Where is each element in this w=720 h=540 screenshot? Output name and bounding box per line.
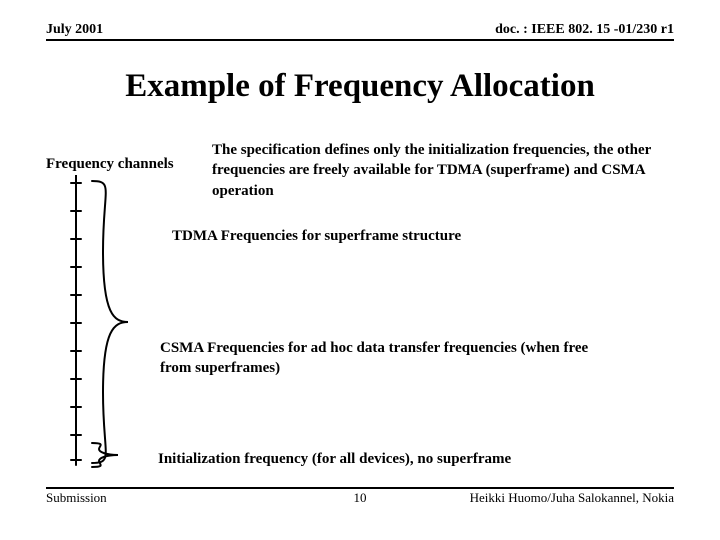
header-doc-number: doc. : IEEE 802. 15 -01/230 r1: [495, 22, 674, 38]
slide-title: Example of Frequency Allocation: [0, 68, 720, 105]
footer-author: Heikki Huomo/Juha Salokannel, Nokia: [470, 490, 674, 506]
slide-footer: Submission 10 Heikki Huomo/Juha Salokann…: [46, 487, 674, 506]
footer-left: Submission: [46, 490, 107, 506]
description-text: The specification defines only the initi…: [212, 140, 674, 201]
init-label: Initialization frequency (for all device…: [158, 451, 511, 468]
slide-header: July 2001 doc. : IEEE 802. 15 -01/230 r1: [46, 22, 674, 41]
csma-label: CSMA Frequencies for ad hoc data transfe…: [160, 338, 600, 379]
frequency-axis-diagram: [58, 175, 168, 475]
tdma-label: TDMA Frequencies for superframe structur…: [172, 228, 461, 245]
header-date: July 2001: [46, 22, 103, 38]
channels-label: Frequency channels: [46, 156, 174, 173]
footer-page-number: 10: [354, 490, 367, 506]
